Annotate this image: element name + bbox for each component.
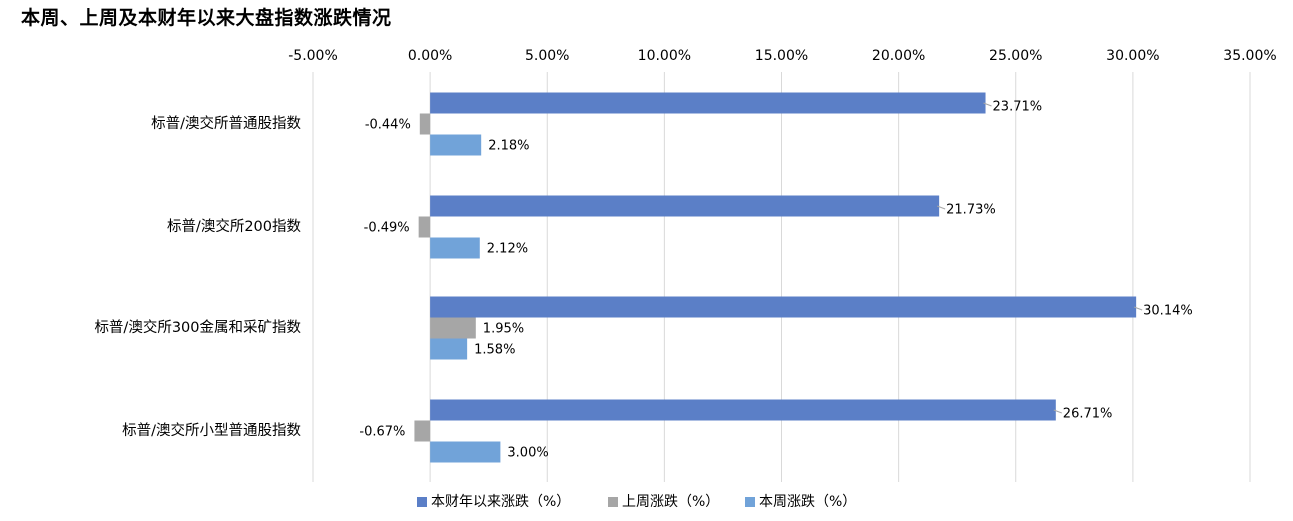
data-label: -0.49% — [364, 221, 410, 236]
legend-swatch — [417, 497, 427, 507]
category-label: 标普/澳交所小型普通股指数 — [122, 421, 301, 439]
legend-swatch — [608, 497, 618, 507]
bar — [430, 237, 480, 259]
category-label: 标普/澳交所普通股指数 — [151, 114, 301, 132]
legend-label: 本周涨跌（%） — [759, 494, 856, 510]
category-label: 标普/澳交所300金属和采矿指数 — [94, 318, 301, 336]
bar — [430, 296, 1137, 318]
category-label: 标普/澳交所200指数 — [167, 217, 302, 235]
bar — [418, 216, 431, 238]
x-tick-label: 30.00% — [1106, 48, 1159, 64]
bar — [430, 92, 986, 114]
data-label: 1.95% — [483, 322, 524, 337]
bar — [430, 338, 468, 360]
data-label: -0.44% — [365, 118, 411, 133]
leader-line — [983, 102, 992, 107]
x-tick-label: 35.00% — [1223, 48, 1276, 64]
bar — [430, 317, 476, 339]
leader-line — [1053, 409, 1062, 414]
legend-label: 上周涨跌（%） — [622, 494, 719, 510]
bar — [419, 113, 431, 135]
data-label: 21.73% — [946, 203, 996, 218]
x-tick-label: 10.00% — [638, 48, 691, 64]
x-tick-label: 0.00% — [408, 48, 452, 64]
data-label: 30.14% — [1143, 304, 1193, 319]
x-tick-label: 5.00% — [525, 48, 569, 64]
data-label: -0.67% — [359, 425, 405, 440]
x-tick-label: 20.00% — [872, 48, 925, 64]
x-tick-label: -5.00% — [288, 48, 338, 64]
data-label: 1.58% — [474, 343, 515, 358]
data-label: 2.18% — [488, 139, 529, 154]
x-tick-label: 25.00% — [989, 48, 1042, 64]
data-label: 2.12% — [487, 242, 528, 257]
bar — [430, 441, 501, 463]
chart-title: 本周、上周及本财年以来大盘指数涨跌情况 — [21, 7, 392, 29]
bar — [430, 134, 482, 156]
data-label: 26.71% — [1063, 407, 1113, 422]
bar — [430, 399, 1056, 421]
legend-swatch — [745, 497, 755, 507]
data-label: 3.00% — [507, 446, 548, 461]
legend-label: 本财年以来涨跌（%） — [431, 494, 570, 510]
leader-line — [936, 205, 946, 210]
x-tick-label: 15.00% — [755, 48, 808, 64]
bar — [430, 195, 940, 217]
bar — [414, 420, 431, 442]
data-label: 23.71% — [993, 100, 1043, 115]
leader-line — [1133, 306, 1143, 311]
